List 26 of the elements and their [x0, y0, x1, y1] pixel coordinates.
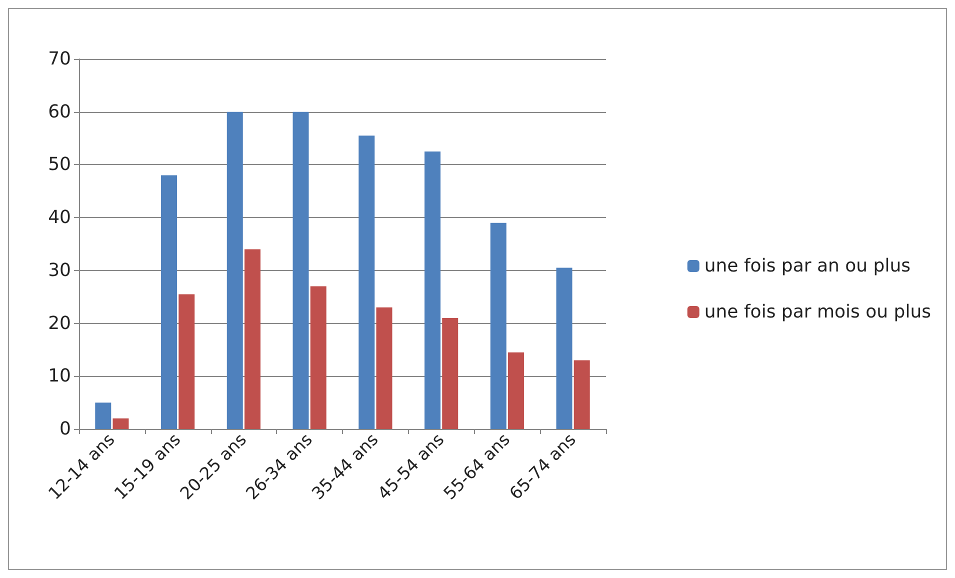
- bar: [574, 360, 590, 429]
- y-tick-label: 40: [48, 207, 71, 228]
- bar: [292, 112, 309, 429]
- bar: [556, 268, 572, 429]
- legend-label: une fois par an ou plus: [704, 256, 911, 276]
- bar: [508, 352, 524, 429]
- bar: [244, 249, 260, 429]
- y-tick-label: 60: [48, 101, 71, 122]
- y-tick-label: 10: [48, 366, 71, 387]
- y-tick-label: 30: [48, 260, 71, 281]
- legend-label: une fois par mois ou plus: [704, 302, 932, 322]
- y-tick-label: 0: [60, 418, 71, 440]
- bar: [161, 175, 178, 429]
- y-tick-label: 20: [48, 312, 71, 334]
- y-tick-label: 70: [48, 48, 71, 70]
- bar: [178, 294, 195, 429]
- bar: [310, 286, 326, 429]
- bar: [112, 418, 129, 429]
- bar: [376, 307, 392, 429]
- bar: [424, 152, 441, 429]
- bar: [95, 402, 112, 429]
- bar: [490, 222, 506, 429]
- bar: [226, 112, 243, 429]
- y-tick-label: 50: [48, 154, 71, 176]
- bar: [442, 318, 458, 429]
- bar: [358, 136, 375, 429]
